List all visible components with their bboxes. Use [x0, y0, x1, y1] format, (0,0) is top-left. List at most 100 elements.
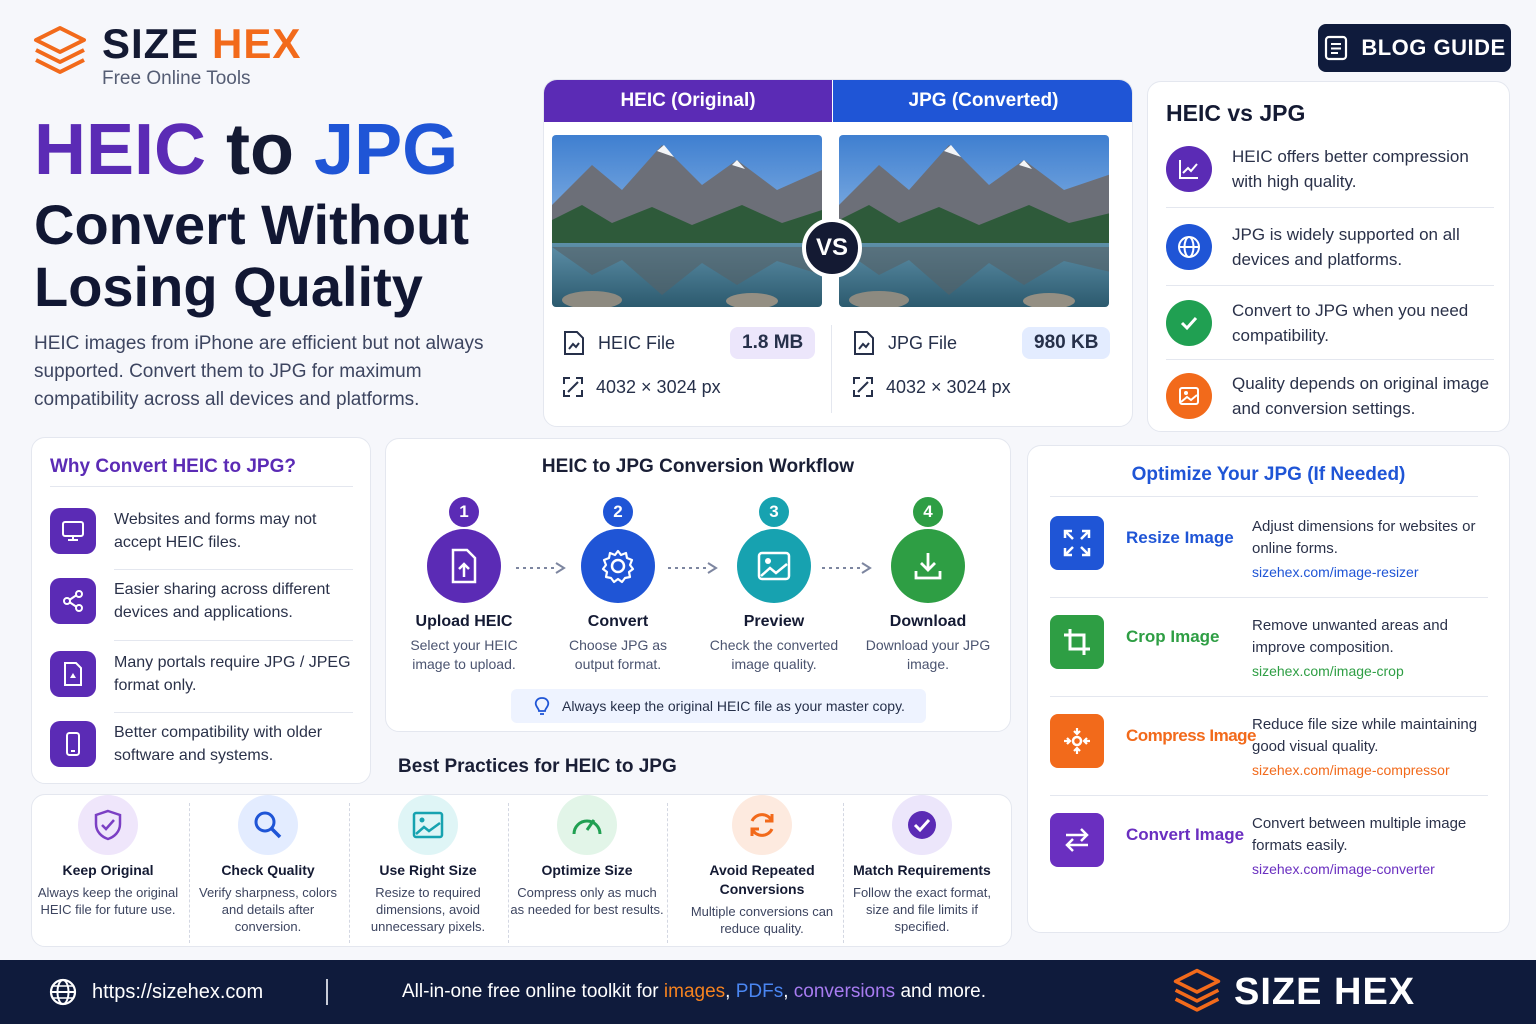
footer-bar: https://sizehex.com All-in-one free onli…	[0, 960, 1536, 1024]
dotted-arrow-icon	[668, 562, 718, 574]
practice-description: Compress only as much as needed for best…	[510, 885, 664, 917]
step-number: 4	[913, 497, 943, 527]
practice-item: Check Quality Verify sharpness, colors a…	[190, 795, 346, 935]
tool-crop-image[interactable]: Crop Image Remove unwanted areas and imp…	[1050, 615, 1490, 695]
phone-icon	[50, 721, 96, 767]
divider	[1050, 496, 1478, 497]
monitor-icon	[50, 508, 96, 554]
expand-icon	[563, 377, 583, 397]
tool-resize-image[interactable]: Resize Image Adjust dimensions for websi…	[1050, 516, 1490, 596]
practice-description: Multiple conversions can reduce quality.	[690, 904, 834, 936]
best-practices-header: Best Practices for HEIC to JPG	[372, 742, 1012, 796]
check-icon	[1166, 300, 1212, 346]
practice-title: Keep Original	[62, 862, 154, 878]
best-practices-card: Keep Original Always keep the original H…	[31, 794, 1012, 947]
practice-item: Keep Original Always keep the original H…	[30, 795, 186, 918]
step-title: Convert	[587, 613, 649, 630]
tool-compress-image[interactable]: Compress Image Reduce file size while ma…	[1050, 714, 1490, 794]
tool-description: Adjust dimensions for websites or online…	[1252, 518, 1476, 557]
step-description: Select your HEIC image to upload.	[410, 637, 518, 672]
divider	[1166, 207, 1494, 208]
practice-title: Check Quality	[221, 862, 315, 878]
workflow-step-convert: 2 Convert Choose JPG as output format.	[548, 497, 688, 674]
heic-vs-jpg-item: JPG is widely supported on all devices a…	[1166, 222, 1494, 272]
workflow-tip: Always keep the original HEIC file as yo…	[511, 689, 926, 723]
tool-link[interactable]: sizehex.com/image-converter	[1252, 861, 1435, 877]
divider	[843, 803, 844, 943]
heic-vs-jpg-item: Quality depends on original image and co…	[1166, 371, 1494, 421]
share-icon	[50, 578, 96, 624]
lightbulb-icon	[534, 697, 550, 715]
step-description: Check the converted image quality.	[709, 637, 839, 672]
practice-title: Use Right Size	[379, 862, 477, 878]
tool-link[interactable]: sizehex.com/image-crop	[1252, 663, 1404, 679]
why-item: Websites and forms may not accept HEIC f…	[50, 508, 355, 554]
heic-dimensions: 4032 × 3024 px	[562, 376, 721, 398]
heic-preview-image	[552, 135, 822, 307]
image-icon	[737, 529, 811, 603]
jpg-converted-header: JPG (Converted)	[833, 80, 1132, 122]
divider	[1166, 285, 1494, 286]
optimize-title: Optimize Your JPG (If Needed)	[1131, 464, 1406, 485]
logo-layers-icon	[1173, 968, 1221, 1012]
tool-description: Reduce file size while maintaining good …	[1252, 716, 1478, 755]
intro-paragraph: HEIC images from iPhone are efficient bu…	[34, 333, 484, 410]
tool-name: Resize Image	[1126, 528, 1234, 547]
divider	[1050, 795, 1488, 796]
crop-icon	[1050, 615, 1104, 669]
page-title: HEIC to JPG	[34, 110, 459, 190]
image-file-icon	[854, 331, 874, 355]
swap-icon	[1050, 813, 1104, 867]
gear-icon	[581, 529, 655, 603]
why-convert-title: Why Convert HEIC to JPG?	[50, 456, 296, 477]
workflow-title: HEIC to JPG Conversion Workflow	[541, 456, 855, 477]
blog-guide-label: BLOG GUIDE	[1361, 35, 1506, 60]
tool-convert-image[interactable]: Convert Image Convert between multiple i…	[1050, 813, 1490, 893]
practice-item: Match Requirements Follow the exact form…	[844, 795, 1000, 935]
shield-check-icon	[78, 795, 138, 855]
practice-item: Optimize Size Compress only as much as n…	[509, 795, 665, 918]
tool-description: Convert between multiple image formats e…	[1252, 815, 1467, 854]
footer-website-link[interactable]: https://sizehex.com	[48, 960, 263, 1024]
practice-description: Resize to required dimensions, avoid unn…	[370, 885, 486, 934]
workflow-step-download: 4 Download Download your JPG image.	[858, 497, 998, 674]
logo-layers-icon	[34, 26, 86, 74]
step-description: Download your JPG image.	[865, 637, 991, 672]
download-icon	[891, 529, 965, 603]
jpg-dimensions: 4032 × 3024 px	[852, 376, 1011, 398]
trend-up-icon	[1166, 146, 1212, 192]
document-list-icon	[1325, 35, 1348, 61]
workflow-step-upload: 1 Upload HEIC Select your HEIC image to …	[394, 497, 534, 674]
practice-description: Verify sharpness, colors and details aft…	[198, 885, 337, 934]
divider	[508, 803, 509, 943]
compress-icon	[1050, 714, 1104, 768]
expand-icon	[853, 377, 873, 397]
tool-link[interactable]: sizehex.com/image-compressor	[1252, 762, 1450, 778]
step-title: Download	[889, 613, 967, 630]
optimize-jpg-card: Optimize Your JPG (If Needed) Resize Ima…	[1027, 445, 1510, 933]
divider	[1050, 696, 1488, 697]
upload-file-icon	[427, 529, 501, 603]
why-item: Many portals require JPG / JPEG format o…	[50, 651, 355, 697]
step-number: 3	[759, 497, 789, 527]
best-practices-title: Best Practices for HEIC to JPG	[398, 756, 677, 777]
dotted-arrow-icon	[822, 562, 872, 574]
page-subtitle: Convert Without Losing Quality	[34, 193, 469, 318]
divider	[114, 569, 353, 570]
tool-name: Convert Image	[1126, 825, 1245, 844]
why-item: Better compatibility with older software…	[50, 721, 355, 767]
dotted-arrow-icon	[516, 562, 566, 574]
practice-title: Match Requirements	[853, 862, 991, 878]
globe-icon	[49, 978, 77, 1006]
globe-icon	[1166, 224, 1212, 270]
refresh-icon	[732, 795, 792, 855]
practice-description: Follow the exact format, size and file l…	[853, 885, 991, 934]
divider	[114, 712, 353, 713]
tool-link[interactable]: sizehex.com/image-resizer	[1252, 564, 1419, 580]
divider	[50, 486, 353, 487]
heic-size-badge: 1.8 MB	[730, 327, 816, 359]
image-file-icon	[564, 331, 584, 355]
blog-guide-button[interactable]: BLOG GUIDE	[1318, 24, 1511, 72]
tool-name: Compress Image	[1126, 726, 1257, 745]
resize-icon	[1050, 516, 1104, 570]
